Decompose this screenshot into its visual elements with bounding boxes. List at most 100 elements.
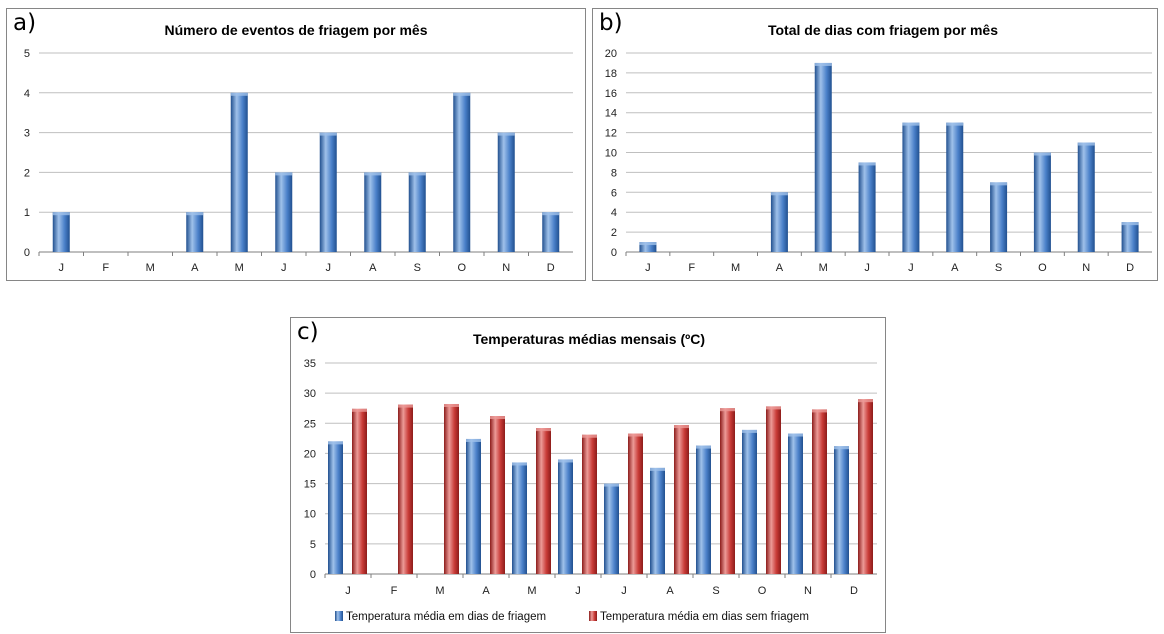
- x-tick-label: F: [391, 585, 398, 597]
- bar-sem-friagem-cap: [674, 425, 689, 429]
- panel-label-b: b): [599, 10, 623, 36]
- x-tick-label: J: [575, 585, 581, 597]
- bar-friagem: [696, 445, 711, 574]
- y-tick-label: 8: [611, 167, 617, 179]
- bar: [497, 132, 515, 252]
- y-tick-label: 0: [310, 569, 316, 581]
- bar-cap: [858, 162, 876, 166]
- bar-cap: [364, 172, 382, 176]
- x-tick-label: J: [621, 585, 627, 597]
- y-tick-label: 10: [605, 148, 617, 160]
- bar-friagem-cap: [328, 441, 343, 445]
- bar: [946, 122, 964, 253]
- bar-friagem: [650, 467, 665, 574]
- bar-cap: [770, 192, 788, 196]
- bar: [814, 62, 832, 253]
- x-tick-label: O: [758, 585, 767, 597]
- bar-cap: [990, 182, 1008, 186]
- y-tick-label: 5: [24, 48, 30, 60]
- bar-friagem: [788, 433, 803, 574]
- bar-friagem: [466, 438, 481, 574]
- bar-sem-friagem-cap: [352, 408, 367, 412]
- bar: [186, 212, 204, 252]
- x-tick-label: S: [995, 262, 1002, 274]
- x-tick-label: J: [59, 262, 65, 274]
- y-tick-label: 4: [611, 207, 617, 219]
- x-tick-label: J: [326, 262, 332, 274]
- y-tick-label: 2: [24, 167, 30, 179]
- bar-cap: [902, 122, 920, 126]
- x-tick-label: J: [281, 262, 287, 274]
- bar-cap: [814, 62, 832, 66]
- bar-sem-friagem-cap: [444, 403, 459, 407]
- bar-cap: [319, 132, 337, 136]
- x-tick-label: M: [146, 262, 155, 274]
- bar-sem-friagem: [674, 425, 689, 574]
- bar-friagem-cap: [466, 438, 481, 442]
- bar: [1077, 142, 1095, 252]
- bar-sem-friagem: [490, 416, 505, 574]
- chart-panel-a: Número de eventos de friagem por mês 0 1 2 3…: [6, 8, 586, 281]
- bar-sem-friagem-cap: [720, 408, 735, 412]
- chart-title: Temperaturas médias mensais (ºC): [473, 331, 705, 347]
- bar-friagem: [328, 441, 343, 574]
- x-tick-label: M: [435, 585, 444, 597]
- bar-friagem-cap: [558, 459, 573, 463]
- y-tick-label: 3: [24, 128, 30, 140]
- bar-friagem: [742, 429, 757, 574]
- chart-c-svg: Temperaturas médias mensais (ºC) 0 5 10 15 20…: [304, 331, 877, 623]
- panel-label-a: a): [13, 10, 37, 36]
- bar-cap: [1077, 142, 1095, 146]
- y-tick-label: 12: [605, 128, 617, 140]
- x-tick-label: N: [502, 262, 510, 274]
- bar-cap: [639, 242, 657, 246]
- bar-friagem: [834, 446, 849, 574]
- x-tick-label: N: [804, 585, 812, 597]
- bar-cap: [230, 92, 248, 96]
- y-tick-label: 25: [304, 418, 316, 430]
- bar-sem-friagem-cap: [812, 409, 827, 413]
- bar: [275, 172, 293, 252]
- bar: [1121, 222, 1139, 252]
- bar-sem-friagem-cap: [858, 399, 873, 403]
- x-tick-label: J: [864, 262, 870, 274]
- x-tick-label: F: [688, 262, 695, 274]
- x-tick-label: S: [712, 585, 719, 597]
- y-tick-label: 5: [310, 539, 316, 551]
- bar: [639, 242, 657, 252]
- x-tick-label: J: [908, 262, 914, 274]
- bar-sem-friagem-cap: [398, 404, 413, 408]
- chart-a-svg: Número de eventos de friagem por mês 0 1 2 3…: [24, 22, 573, 274]
- y-tick-label: 18: [605, 68, 617, 80]
- legend-label: Temperatura média em dias sem friagem: [600, 611, 809, 623]
- bar-sem-friagem: [858, 399, 873, 574]
- x-tick-label: S: [414, 262, 421, 274]
- x-tick-label: A: [482, 585, 490, 597]
- bar-sem-friagem-cap: [582, 434, 597, 438]
- y-tick-label: 30: [304, 388, 316, 400]
- bar: [902, 122, 920, 253]
- bar-sem-friagem: [352, 408, 367, 574]
- y-tick-label: 35: [304, 358, 316, 370]
- bar: [364, 172, 382, 252]
- x-tick-label: A: [666, 585, 674, 597]
- x-tick-label: N: [1082, 262, 1090, 274]
- bar: [230, 92, 248, 252]
- bar-cap: [946, 122, 964, 126]
- bar-cap: [1033, 152, 1051, 156]
- bar-friagem-cap: [512, 462, 527, 466]
- bar-friagem: [604, 483, 619, 574]
- bar-sem-friagem: [628, 433, 643, 574]
- bar: [453, 92, 471, 252]
- x-tick-label: D: [547, 262, 555, 274]
- bar-sem-friagem: [766, 406, 781, 574]
- bar-sem-friagem: [444, 403, 459, 574]
- x-tick-label: J: [645, 262, 651, 274]
- chart-panel-b: Total de dias com friagem por mês 0 2 4 6 8 10…: [592, 8, 1158, 281]
- bar-friagem: [558, 459, 573, 574]
- bar-sem-friagem: [398, 404, 413, 574]
- bar-sem-friagem: [812, 409, 827, 574]
- bar-sem-friagem: [720, 408, 735, 574]
- legend-swatch: [589, 611, 597, 621]
- bar-friagem-cap: [834, 446, 849, 450]
